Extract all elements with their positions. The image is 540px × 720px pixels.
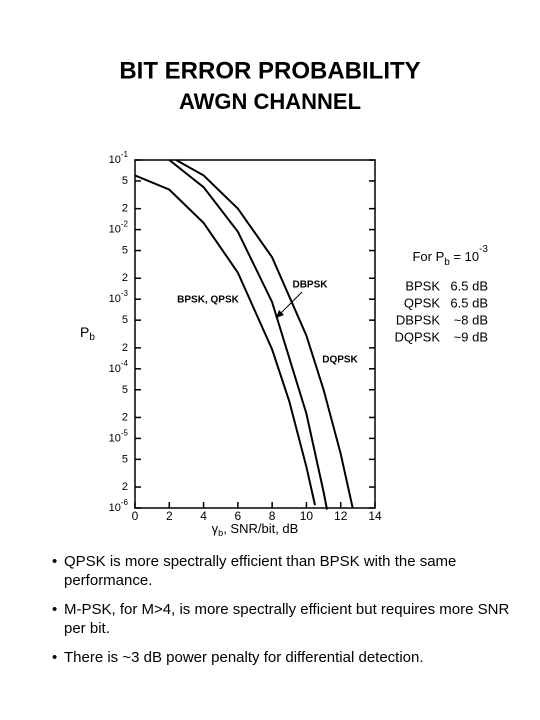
y-tick-label: 5 [122, 314, 128, 326]
y-tick-label: 5 [122, 384, 128, 396]
note-title: For Pb = 10-3 [412, 244, 488, 268]
note-part: = 10 [450, 249, 479, 264]
bullet-list: QPSK is more spectrally efficient than B… [52, 552, 522, 677]
x-tick-label: 12 [334, 509, 348, 523]
note-name: DQPSK [394, 329, 440, 344]
y-tick-label: 10-2 [109, 220, 129, 236]
y-tick-label-base: 2 [122, 203, 128, 215]
note-part: -3 [479, 244, 488, 255]
y-tick-label: 10-5 [109, 429, 129, 445]
y-tick-label-base: 10 [109, 224, 121, 236]
series-line [168, 159, 328, 510]
y-tick-label-base: 5 [122, 314, 128, 326]
y-tick-label: 5 [122, 175, 128, 187]
note-part: b [444, 257, 450, 268]
y-tick-label-exp: -5 [121, 429, 129, 438]
y-tick-label-base: 2 [122, 342, 128, 354]
y-tick-label: 2 [122, 411, 128, 423]
y-tick-label-base: 10 [109, 293, 121, 305]
y-tick-label-exp: -1 [121, 150, 129, 159]
note-part: For P [412, 249, 444, 264]
y-axis-label-sub: b [89, 332, 95, 343]
chart-title: BIT ERROR PROBABILITY [119, 57, 420, 84]
y-tick-label: 5 [122, 453, 128, 465]
note-value: 6.5 dB [450, 278, 488, 293]
y-tick-label-base: 10 [109, 154, 121, 166]
series-label: BPSK, QPSK [177, 295, 239, 306]
y-tick-label-base: 10 [109, 363, 121, 375]
y-tick-label-exp: -4 [121, 359, 129, 368]
series-label: DQPSK [322, 355, 358, 366]
y-tick-label-exp: -3 [121, 289, 129, 298]
note-name: DBPSK [396, 312, 440, 327]
y-tick-label-base: 5 [122, 244, 128, 256]
y-tick-label-base: 10 [109, 502, 121, 514]
y-tick-label: 10-6 [109, 498, 129, 514]
x-tick-label: 6 [235, 509, 242, 523]
chart-subtitle: AWGN CHANNEL [179, 89, 361, 114]
y-tick-label: 2 [122, 203, 128, 215]
bullet: There is ~3 dB power penalty for differe… [52, 648, 522, 667]
y-tick-label-base: 2 [122, 272, 128, 284]
y-tick-label-exp: -6 [121, 498, 129, 507]
y-tick-label: 10-4 [109, 359, 129, 375]
y-tick-label-exp: -2 [121, 220, 129, 229]
x-tick-label: 8 [269, 509, 276, 523]
label-arrowhead [276, 310, 284, 318]
bullet: M-PSK, for M>4, is more spectrally effic… [52, 600, 522, 638]
y-tick-label: 10-3 [109, 289, 129, 305]
y-tick-label-base: 10 [109, 432, 121, 444]
bullet: QPSK is more spectrally efficient than B… [52, 552, 522, 590]
note-name: BPSK [405, 278, 440, 293]
x-tick-label: 0 [132, 509, 139, 523]
note-value: ~9 dB [454, 329, 488, 344]
y-tick-label-base: 5 [122, 453, 128, 465]
series-label: DBPSK [292, 280, 328, 291]
note-value: 6.5 dB [450, 295, 488, 310]
note-name: QPSK [404, 295, 440, 310]
series-line [134, 174, 316, 506]
y-axis-label: Pb [80, 324, 95, 343]
x-tick-label: 2 [166, 509, 173, 523]
note-value: ~8 dB [454, 312, 488, 327]
y-tick-label: 2 [122, 342, 128, 354]
y-tick-label-base: 2 [122, 411, 128, 423]
y-tick-label: 2 [122, 272, 128, 284]
y-tick-label-base: 5 [122, 175, 128, 187]
x-axis-label-base: γ [212, 521, 219, 536]
x-axis-label-sub: b [218, 528, 223, 538]
x-tick-label: 14 [368, 509, 382, 523]
y-tick-label-base: 2 [122, 481, 128, 493]
x-tick-label: 10 [300, 509, 314, 523]
y-tick-label-base: 5 [122, 384, 128, 396]
chart: BIT ERROR PROBABILITY AWGN CHANNEL 10-15… [80, 57, 488, 538]
plot-frame [134, 159, 376, 509]
x-axis-label-rest: , SNR/bit, dB [223, 521, 298, 536]
y-tick-label: 5 [122, 244, 128, 256]
y-tick-label: 10-1 [109, 150, 129, 166]
x-tick-label: 4 [200, 509, 207, 523]
x-axis-label: γb, SNR/bit, dB [212, 521, 299, 538]
y-axis-label-base: P [80, 324, 89, 340]
series-line [175, 159, 354, 509]
y-tick-label: 2 [122, 481, 128, 493]
